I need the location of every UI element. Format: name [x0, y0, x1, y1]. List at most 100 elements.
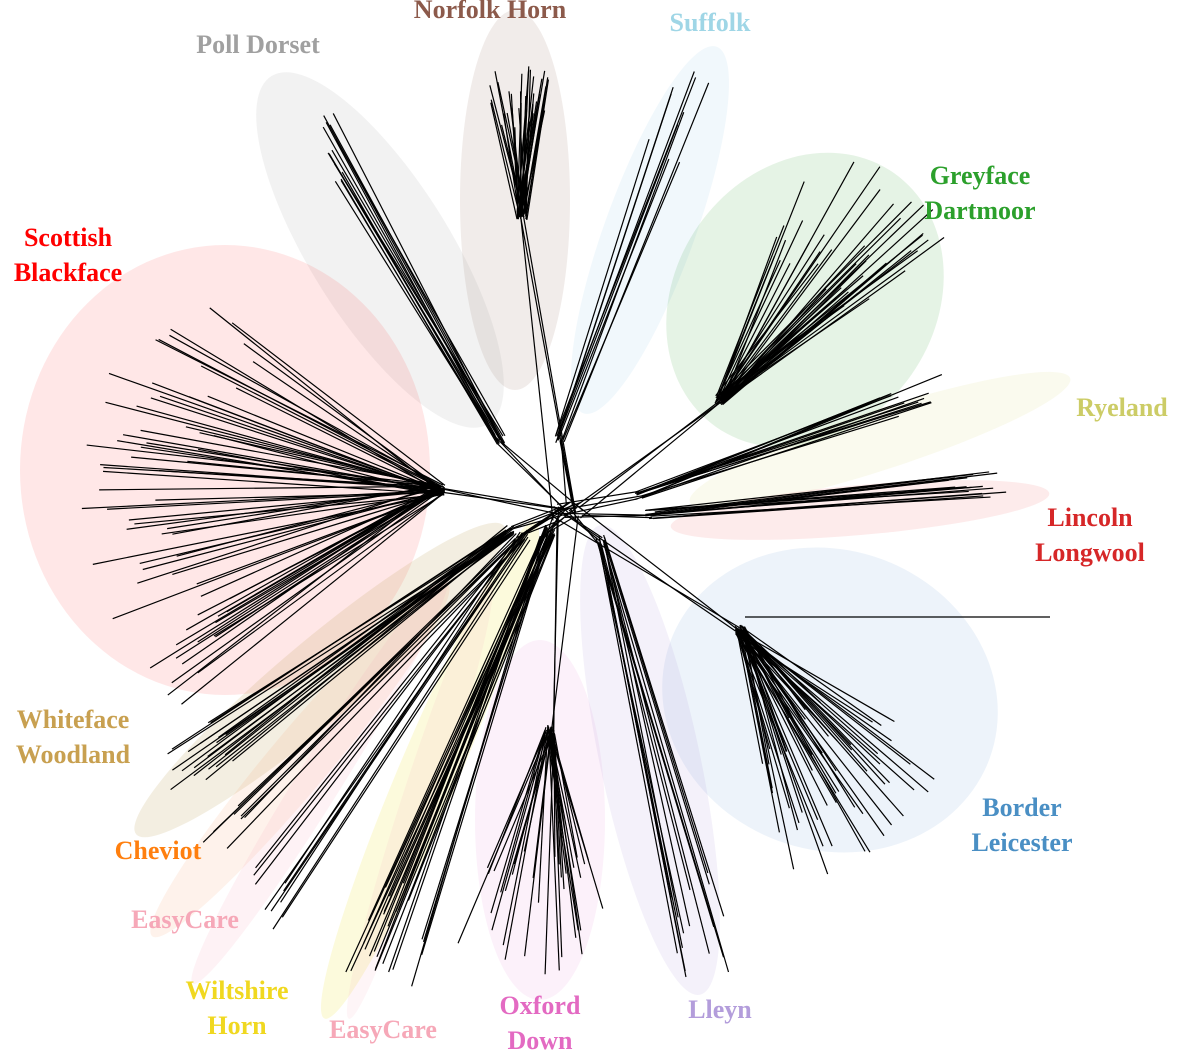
branch: [92, 493, 443, 565]
branch: [367, 525, 548, 921]
branch: [743, 627, 799, 831]
branch: [562, 161, 681, 442]
cluster-ellipse: [689, 371, 1071, 509]
branch: [200, 365, 446, 491]
branch: [650, 496, 991, 517]
branch: [603, 534, 709, 874]
branch: [99, 485, 442, 491]
branch: [202, 538, 516, 843]
branch: [280, 532, 523, 903]
branch: [493, 734, 552, 872]
cluster-ellipse: [580, 525, 720, 995]
breed-label: Leicester: [971, 828, 1072, 857]
breed-label: Cheviot: [115, 836, 202, 865]
branch: [735, 629, 895, 723]
trunk: [553, 519, 558, 734]
breed-label: Ryeland: [1076, 393, 1168, 422]
branch: [197, 487, 437, 643]
branch: [721, 239, 787, 403]
branch: [331, 149, 506, 446]
branch: [340, 180, 499, 445]
breed-label: Border: [982, 793, 1061, 822]
branch: [500, 732, 546, 893]
branch: [738, 630, 935, 780]
branch: [634, 401, 919, 495]
branch: [487, 729, 546, 875]
trunk: [560, 440, 567, 506]
branch: [525, 69, 532, 213]
trunk: [519, 212, 554, 521]
branch: [723, 291, 849, 401]
branch: [735, 631, 824, 847]
breed-label: Lleyn: [688, 995, 752, 1024]
trunk: [550, 515, 579, 732]
branch: [557, 158, 670, 441]
branch: [556, 93, 672, 440]
branch: [715, 263, 819, 397]
branch: [525, 77, 549, 220]
branch: [392, 536, 543, 970]
branch: [196, 491, 443, 585]
branch: [636, 401, 931, 495]
breed-label: EasyCare: [131, 905, 239, 934]
trunk: [520, 502, 569, 535]
branch: [556, 71, 695, 437]
branch: [240, 535, 522, 817]
branch: [555, 138, 650, 436]
trunk: [574, 503, 742, 633]
branch: [717, 249, 833, 405]
branch: [720, 245, 866, 400]
branch: [181, 492, 445, 705]
branch: [545, 732, 579, 931]
branch: [716, 225, 785, 396]
branch: [598, 542, 678, 954]
branch: [131, 456, 445, 488]
breed-label: Suffolk: [670, 8, 751, 37]
branch: [743, 629, 788, 752]
branch: [600, 543, 691, 891]
branch: [209, 307, 439, 491]
branch: [255, 533, 523, 869]
branch: [207, 395, 444, 493]
branch: [490, 99, 520, 211]
breed-label: Blackface: [14, 258, 122, 287]
branch: [506, 112, 528, 221]
branch: [185, 426, 438, 487]
breed-label: Scottish: [24, 223, 113, 252]
branch: [102, 470, 445, 495]
breed-label: Whiteface: [17, 705, 130, 734]
branch: [167, 486, 437, 696]
branch: [491, 731, 548, 931]
branch: [243, 343, 438, 486]
trunk: [522, 215, 577, 513]
branch: [215, 531, 515, 768]
branch: [155, 339, 444, 486]
branch: [81, 489, 440, 510]
branch: [599, 541, 673, 898]
branch: [548, 726, 560, 971]
branch: [720, 203, 894, 404]
branch: [722, 166, 881, 396]
branch: [714, 259, 781, 404]
trunk: [439, 487, 569, 511]
branch: [171, 491, 439, 684]
branch: [716, 234, 825, 402]
trunk: [520, 216, 576, 513]
breed-label: Wiltshire: [185, 976, 288, 1005]
branch: [187, 531, 512, 753]
branch: [735, 630, 790, 809]
breed-label: Woodland: [16, 740, 131, 769]
branch: [128, 489, 441, 521]
branch: [503, 113, 520, 216]
branch: [563, 82, 710, 443]
branch: [172, 491, 443, 575]
branch: [272, 536, 529, 930]
branch: [654, 471, 990, 513]
breed-label: Longwool: [1035, 538, 1145, 567]
breed-label: Lincoln: [1047, 503, 1133, 532]
branch: [136, 405, 436, 489]
branch: [519, 94, 541, 217]
branch: [644, 392, 929, 492]
trunk: [501, 441, 584, 511]
branch: [233, 537, 519, 815]
